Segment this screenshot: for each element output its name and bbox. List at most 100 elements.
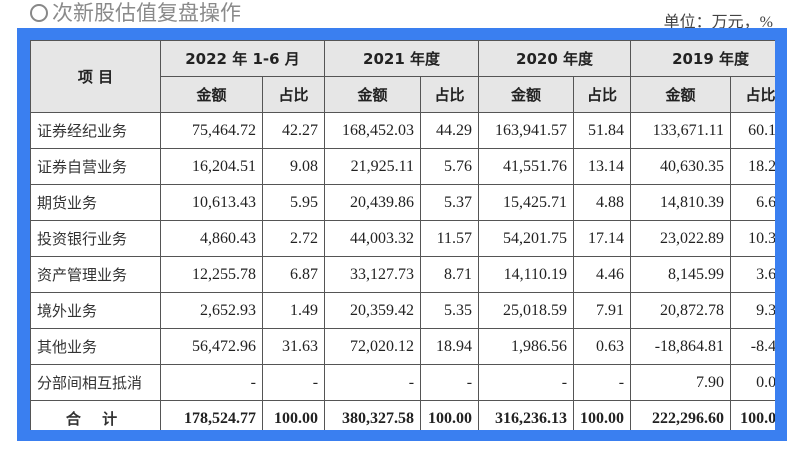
ratio-cell: -: [420, 364, 480, 401]
row-label: 证券经纪业务: [30, 112, 161, 149]
ratio-cell: 100.00: [261, 400, 326, 430]
table-container: 项 目 2022 年 1-6 月 2021 年度 2020 年度 2019 年度…: [30, 40, 775, 430]
amount-cell: 168,452.03: [324, 112, 422, 149]
amount-cell: 15,425.71: [478, 184, 575, 221]
amount-cell: 33,127.73: [324, 256, 422, 293]
amount-cell: 75,464.72: [160, 112, 263, 149]
ratio-cell: 0.63: [573, 328, 632, 365]
ratio-cell: 44.29: [420, 112, 480, 149]
amount-cell: 14,810.39: [630, 184, 732, 221]
row-label: 分部间相互抵消: [30, 364, 161, 401]
ratio-cell: 18.94: [420, 328, 480, 365]
amount-cell: 56,472.96: [160, 328, 263, 365]
amount-cell: 16,204.51: [160, 148, 263, 185]
amount-cell: 12,255.78: [160, 256, 263, 293]
ratio-cell: 31.63: [261, 328, 326, 365]
ratio-cell: 8.71: [420, 256, 480, 293]
amount-cell: 21,925.11: [324, 148, 422, 185]
unit-note: 单位：万元，%: [663, 14, 773, 31]
header-ratio: 占比: [573, 76, 632, 113]
ratio-cell: 60.13: [730, 112, 775, 149]
ratio-cell: 5.95: [261, 184, 326, 221]
amount-cell: 2,652.93: [160, 292, 263, 329]
header-amount: 金额: [478, 76, 575, 113]
amount-cell: 40,630.35: [630, 148, 732, 185]
ratio-cell: 2.72: [261, 220, 326, 257]
amount-cell: 4,860.43: [160, 220, 263, 257]
amount-cell: -: [160, 364, 263, 401]
ratio-cell: 10.36: [730, 220, 775, 257]
amount-cell: 54,201.75: [478, 220, 575, 257]
amount-cell: 20,359.42: [324, 292, 422, 329]
watermark-text: 次新股估值复盘操作: [52, 1, 241, 25]
header-period: 2019 年度: [630, 40, 775, 77]
amount-cell: 1,986.56: [478, 328, 575, 365]
ratio-cell: 100.00: [420, 400, 480, 430]
table-row: 证券经纪业务 75,464.72 42.27 168,452.03 44.29 163,9…: [30, 112, 775, 149]
ratio-cell: 51.84: [573, 112, 632, 149]
ratio-cell: -: [573, 364, 632, 401]
ratio-cell: 9.39: [730, 292, 775, 329]
header-amount: 金额: [160, 76, 263, 113]
amount-cell: 316,236.13: [478, 400, 575, 430]
ratio-cell: 17.14: [573, 220, 632, 257]
ratio-cell: 100.00: [730, 400, 775, 430]
amount-cell: 20,439.86: [324, 184, 422, 221]
ratio-cell: 1.49: [261, 292, 326, 329]
ratio-cell: 4.88: [573, 184, 632, 221]
table-row: 分部间相互抵消------7.900.00: [30, 364, 775, 401]
row-label: 合 计: [30, 400, 161, 430]
amount-cell: 14,110.19: [478, 256, 575, 293]
amount-cell: 23,022.89: [630, 220, 732, 257]
ratio-cell: 13.14: [573, 148, 632, 185]
header-period: 2020 年度: [478, 40, 632, 77]
ratio-cell: 7.91: [573, 292, 632, 329]
amount-cell: 222,296.60: [630, 400, 732, 430]
table-row: 境外业务 2,652.93 1.49 20,359.42 5.35 25,018.59 7.…: [30, 292, 775, 329]
amount-cell: 163,941.57: [478, 112, 575, 149]
ratio-cell: 9.08: [261, 148, 326, 185]
ratio-cell: 5.35: [420, 292, 480, 329]
ratio-cell: 6.87: [261, 256, 326, 293]
header-period: 2021 年度: [324, 40, 480, 77]
amount-cell: 25,018.59: [478, 292, 575, 329]
amount-cell: 41,551.76: [478, 148, 575, 185]
amount-cell: 20,872.78: [630, 292, 732, 329]
ratio-cell: 6.66: [730, 184, 775, 221]
amount-cell: 380,327.58: [324, 400, 422, 430]
table-row: 证券自营业务 16,204.51 9.08 21,925.11 5.76 41,551.7…: [30, 148, 775, 185]
amount-cell: 133,671.11: [630, 112, 732, 149]
header-period: 2022 年 1-6 月: [159, 40, 326, 77]
row-label: 境外业务: [30, 292, 161, 329]
amount-cell: 178,524.77: [160, 400, 263, 430]
ratio-cell: 100.00: [573, 400, 632, 430]
ratio-cell: 4.46: [573, 256, 632, 293]
ratio-cell: 11.57: [420, 220, 480, 257]
header-ratio: 占比: [730, 76, 775, 113]
row-label: 证券自营业务: [30, 148, 161, 185]
watermark: 次新股估值复盘操作: [30, 1, 241, 26]
amount-cell: 44,003.32: [324, 220, 422, 257]
table-row: 期货业务 10,613.43 5.95 20,439.86 5.37 15,425.71 4…: [30, 184, 775, 221]
ratio-cell: 5.76: [420, 148, 480, 185]
amount-cell: 8,145.99: [630, 256, 732, 293]
table-row: 投资银行业务 4,860.43 2.72 44,003.32 11.57 54,201.7…: [30, 220, 775, 257]
total-row: 合 计 178,524.77 100.00 380,327.58 100.00 316,2…: [30, 400, 775, 430]
ratio-cell: 18.28: [730, 148, 775, 185]
ratio-cell: 3.66: [730, 256, 775, 293]
amount-cell: -: [324, 364, 422, 401]
ratio-cell: -8.49: [730, 328, 775, 365]
table-row: 资产管理业务 12,255.78 6.87 33,127.73 8.71 14,110.1…: [30, 256, 775, 293]
ratio-cell: 5.37: [420, 184, 480, 221]
ratio-cell: 0.00: [730, 364, 775, 401]
amount-cell: 72,020.12: [324, 328, 422, 365]
row-label: 投资银行业务: [30, 220, 161, 257]
header-ratio: 占比: [420, 76, 480, 113]
amount-cell: 7.90: [630, 364, 732, 401]
header-amount: 金额: [630, 76, 732, 113]
header-amount: 金额: [324, 76, 422, 113]
amount-cell: -18,864.81: [630, 328, 732, 365]
ratio-cell: -: [261, 364, 326, 401]
revenue-table: 项 目 2022 年 1-6 月 2021 年度 2020 年度 2019 年度…: [30, 40, 775, 430]
header-item: 项 目: [30, 40, 161, 113]
